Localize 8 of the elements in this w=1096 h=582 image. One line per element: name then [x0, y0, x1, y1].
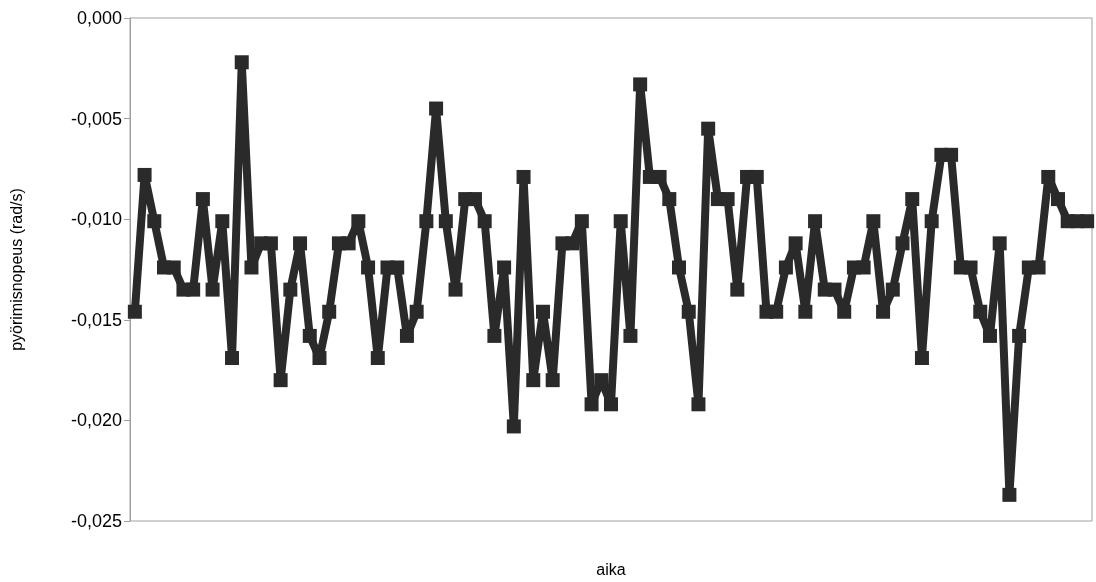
y-tick-label: 0,000	[76, 8, 122, 28]
y-tick-label: -0,020	[70, 410, 122, 431]
y-axis-title: pyörimisnopeus (rad/s)	[7, 188, 25, 351]
y-tick-label: -0,005	[70, 108, 122, 129]
y-tick-label: -0,025	[70, 511, 122, 531]
y-tick-label: -0,015	[70, 309, 122, 330]
x-axis-title: aika	[596, 560, 626, 578]
y-tick-label: -0,010	[70, 209, 122, 230]
